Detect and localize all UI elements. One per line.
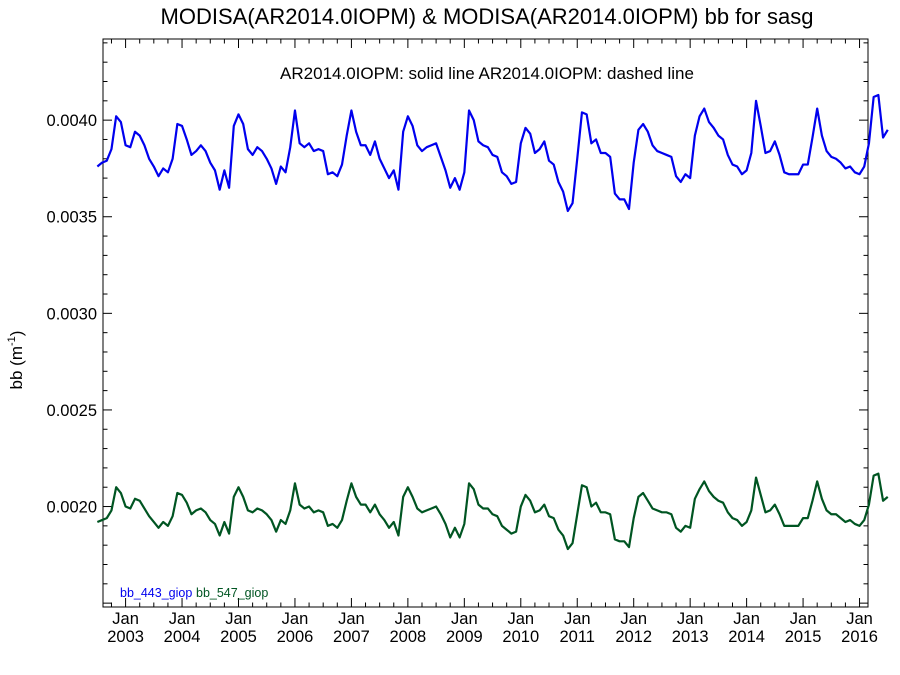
x-tick-label-year: 2016 (841, 628, 878, 646)
axes: 0.00200.00250.00300.00350.0040Jan2003Jan… (47, 38, 878, 646)
y-tick-label: 0.0020 (47, 499, 97, 517)
x-tick-label-month: Jan (846, 610, 873, 628)
series-lines (96, 93, 889, 551)
x-tick-label-year: 2010 (502, 628, 539, 646)
x-tick-label-month: Jan (620, 610, 647, 628)
x-tick-label-month: Jan (338, 610, 365, 628)
x-tick-label-month: Jan (225, 610, 252, 628)
x-tick-label-month: Jan (733, 610, 760, 628)
x-tick-label-year: 2003 (107, 628, 144, 646)
x-tick-label-month: Jan (507, 610, 534, 628)
x-tick-label-month: Jan (112, 610, 139, 628)
x-tick-label-year: 2012 (615, 628, 652, 646)
x-tick-label-year: 2009 (446, 628, 483, 646)
x-tick-label-month: Jan (451, 610, 478, 628)
x-tick-label-month: Jan (564, 610, 591, 628)
x-tick-label-month: Jan (677, 610, 704, 628)
x-tick-label-month: Jan (790, 610, 817, 628)
x-tick-label-year: 2008 (390, 628, 427, 646)
series-legend: bb_443_giop bb_547_giop (120, 586, 268, 600)
y-axis-label: bb (m-1) (6, 331, 26, 390)
chart-title: MODISA(AR2014.0IOPM) & MODISA(AR2014.0IO… (161, 4, 814, 29)
series-label-bb_547_giop: bb_547_giop (196, 586, 268, 600)
y-tick-label: 0.0035 (47, 209, 97, 227)
x-tick-label-year: 2011 (560, 628, 595, 646)
line-style-note: AR2014.0IOPM: solid line AR2014.0IOPM: d… (280, 64, 694, 83)
y-tick-label: 0.0040 (47, 112, 97, 130)
x-tick-label-year: 2006 (277, 628, 314, 646)
x-tick-label-year: 2007 (333, 628, 370, 646)
series-line-bb_443_giop (96, 93, 889, 213)
x-tick-label-year: 2013 (672, 628, 709, 646)
x-tick-label-year: 2014 (728, 628, 765, 646)
x-tick-label-month: Jan (282, 610, 309, 628)
y-axis-label-unit-exponent: -1 (6, 336, 18, 346)
x-tick-label-year: 2004 (164, 628, 201, 646)
y-axis-label-close: ) (7, 331, 26, 337)
plot-frame (102, 38, 869, 608)
x-tick-label-year: 2005 (220, 628, 257, 646)
series-line-bb_547_giop (96, 472, 889, 551)
svg-text:bb (m-1): bb (m-1) (6, 331, 26, 390)
y-tick-label: 0.0025 (47, 402, 97, 420)
y-axis-label-text: bb (m (7, 346, 26, 389)
y-tick-label: 0.0030 (47, 305, 97, 323)
x-tick-label-month: Jan (395, 610, 422, 628)
x-tick-label-month: Jan (169, 610, 196, 628)
series-label-bb_443_giop: bb_443_giop (120, 586, 192, 600)
x-tick-label-year: 2015 (785, 628, 822, 646)
